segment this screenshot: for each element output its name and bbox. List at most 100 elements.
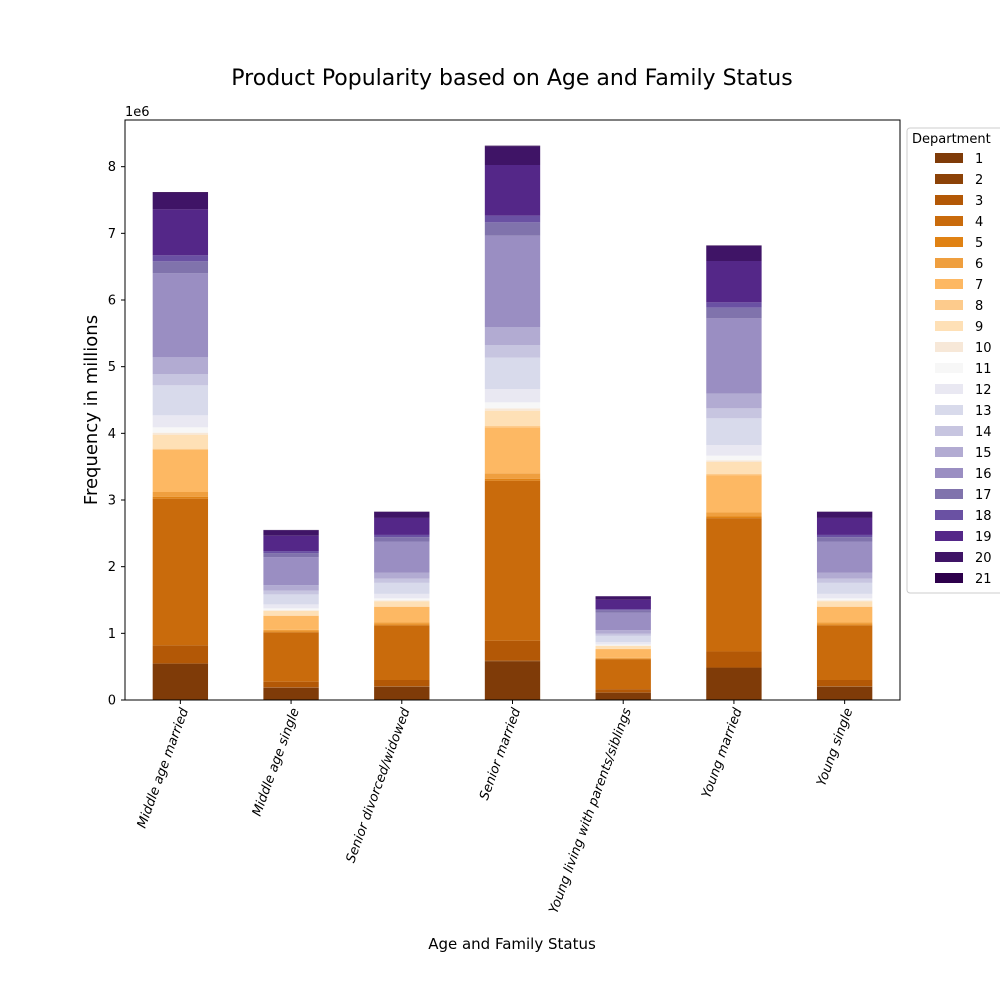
bar-segment: [152, 273, 209, 358]
bar-segment: [706, 668, 762, 700]
bar-segment: [152, 415, 209, 428]
legend-label: 15: [975, 446, 992, 461]
legend-label: 17: [975, 488, 992, 503]
bar-segment: [816, 572, 873, 579]
bar-segment: [152, 432, 209, 435]
legend-swatch: [935, 300, 963, 310]
bar-segment: [595, 659, 651, 690]
legend-label: 12: [975, 383, 992, 398]
bar-segment: [816, 578, 873, 583]
bar-segment: [374, 541, 430, 573]
bar-segment: [152, 496, 209, 499]
bar-segment: [152, 261, 209, 274]
bar-segment: [816, 593, 873, 599]
x-tick-label: Middle age single: [250, 706, 303, 818]
bar-segment: [595, 649, 651, 658]
legend-label: 16: [975, 467, 992, 482]
bar-segment: [152, 664, 209, 700]
bar-segment: [816, 680, 873, 687]
y-offset-label: 1e6: [125, 105, 150, 120]
bar-segment: [706, 516, 762, 519]
bar-segment: [263, 629, 319, 632]
bar-segment: [374, 537, 430, 542]
x-tick-label: Young living with parents/siblings: [547, 706, 636, 916]
legend-label: 6: [975, 257, 983, 272]
legend-swatch: [935, 174, 963, 184]
bar-segment: [374, 572, 430, 579]
bar-segment: [595, 642, 651, 645]
legend-box: [906, 127, 1000, 594]
x-tick-label: Senior divorced/widowed: [344, 706, 414, 865]
bar-segment: [706, 455, 762, 461]
bar-segment: [816, 517, 873, 535]
bar-segment: [374, 534, 430, 538]
bar-segment: [816, 511, 873, 518]
y-tick-label: 1: [108, 627, 116, 642]
bar-segment: [152, 374, 209, 386]
bar-segment: [263, 632, 319, 682]
bar-segment: [152, 385, 209, 416]
bar-segment: [706, 460, 762, 462]
y-tick-label: 7: [108, 227, 116, 242]
bar-segment: [816, 598, 873, 601]
bar-segment: [374, 622, 430, 625]
y-tick-label: 4: [108, 427, 116, 442]
bar-segment: [595, 692, 651, 700]
legend-label: 18: [975, 509, 992, 524]
bar-segment: [706, 667, 762, 668]
bar-segment: [706, 474, 762, 476]
bar-segment: [706, 246, 762, 261]
bar-segment: [374, 624, 430, 626]
bar-segment: [484, 145, 541, 147]
bar-segment: [484, 408, 541, 411]
bar-segment: [263, 594, 319, 605]
bar-segment: [595, 596, 651, 600]
legend-label: 7: [975, 278, 983, 293]
legend-label: 2: [975, 173, 983, 188]
bar-segment: [706, 393, 762, 409]
bar-segment: [595, 630, 651, 634]
legend-swatch: [935, 489, 963, 499]
bar-segment: [484, 661, 541, 700]
legend-label: 19: [975, 530, 992, 545]
y-tick-label: 8: [108, 160, 116, 175]
legend-title: Department: [912, 132, 991, 147]
bar-segment: [484, 215, 541, 223]
bar-segment: [374, 578, 430, 583]
bar-segment: [152, 450, 209, 492]
bar-segment: [484, 660, 541, 662]
bar-segment: [374, 606, 430, 623]
bar-segment: [263, 631, 319, 633]
legend-label: 11: [975, 362, 992, 377]
bar-segment: [484, 389, 541, 403]
legend-swatch: [935, 531, 963, 541]
bar-segment: [263, 590, 319, 595]
legend-label: 10: [975, 341, 992, 356]
bar-segment: [152, 434, 209, 449]
bar-segment: [263, 687, 319, 700]
bar-segment: [484, 427, 541, 474]
bar-segment: [152, 427, 209, 433]
bar-segment: [263, 608, 319, 611]
bar-segment: [484, 327, 541, 345]
bar-segment: [263, 604, 319, 609]
y-tick-label: 6: [108, 294, 116, 309]
bar-segment: [816, 541, 873, 573]
legend-swatch: [935, 237, 963, 247]
legend-swatch: [935, 258, 963, 268]
bar-segment: [595, 635, 651, 642]
bar-segment: [152, 448, 209, 450]
bar-segment: [152, 492, 209, 497]
legend-label: 4: [975, 215, 983, 230]
bar-segment: [152, 645, 209, 664]
bar-segment: [484, 165, 541, 216]
bar-segment: [263, 615, 319, 616]
bar-segment: [152, 192, 209, 193]
bar-segment: [706, 245, 762, 246]
bar-segment: [263, 610, 319, 611]
bar-segment: [152, 192, 209, 210]
bar-segment: [706, 512, 762, 517]
bar-segment: [374, 680, 430, 687]
bar-segment: [152, 357, 209, 374]
legend-label: 8: [975, 299, 983, 314]
